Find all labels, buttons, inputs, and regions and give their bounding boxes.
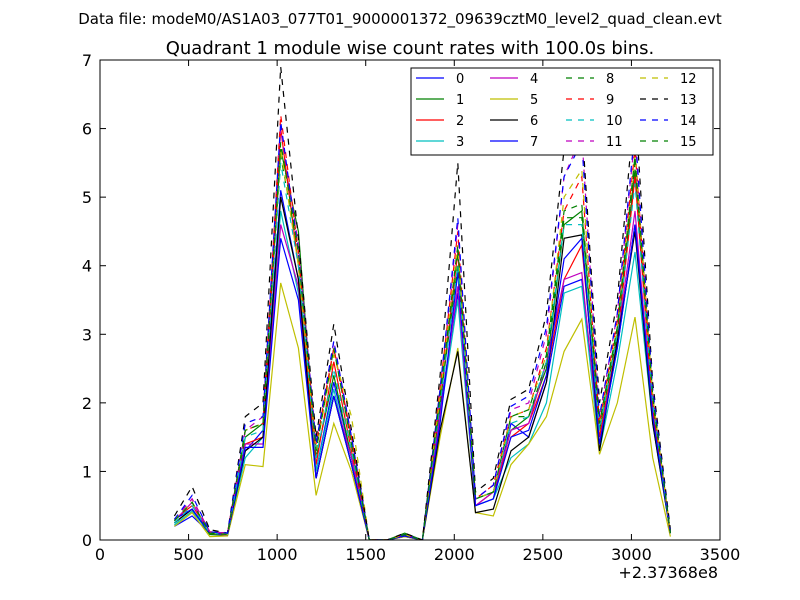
x-tick-label: 1000 [257, 545, 298, 564]
legend-label-10: 10 [606, 114, 623, 129]
x-tick-label: 3500 [700, 545, 741, 564]
x-tick-label: 3000 [611, 545, 652, 564]
legend-label-2: 2 [456, 114, 464, 129]
x-tick-label: 1500 [345, 545, 386, 564]
legend-label-7: 7 [530, 135, 538, 150]
series-line-5 [174, 282, 671, 540]
legend-box [410, 67, 714, 156]
y-tick-label: 2 [82, 394, 92, 413]
axes-frame [99, 59, 721, 541]
series-line-11 [173, 128, 671, 540]
y-tick-label: 5 [82, 188, 92, 207]
x-tick-label: 2500 [522, 545, 563, 564]
y-tick-label: 1 [82, 462, 92, 481]
series-line-2 [174, 128, 671, 540]
legend-label-9: 9 [606, 93, 614, 108]
plot-lines [173, 66, 671, 540]
x-offset-label: +2.37368e8 [618, 563, 718, 582]
chart-title: Quadrant 1 module wise count rates with … [166, 38, 655, 59]
y-tick-label: 6 [82, 120, 92, 139]
series-line-4 [173, 210, 671, 540]
series-line-9 [173, 114, 671, 540]
y-tick-label: 0 [82, 531, 92, 550]
legend-label-0: 0 [456, 72, 464, 87]
legend-label-4: 4 [530, 72, 538, 87]
y-tick-label: 4 [82, 257, 92, 276]
series-line-15 [173, 142, 671, 540]
legend-label-3: 3 [456, 135, 464, 150]
legend-label-12: 12 [680, 72, 697, 87]
series-line-14 [173, 121, 671, 540]
figure-suptitle: Data file: modeM0/AS1A03_077T01_90000013… [78, 10, 722, 29]
legend-label-8: 8 [606, 72, 614, 87]
legend-label-15: 15 [680, 135, 697, 150]
y-tick-label: 7 [82, 51, 92, 70]
x-tick-label: 0 [95, 545, 105, 564]
legend-label-6: 6 [530, 114, 538, 129]
legend-label-13: 13 [680, 93, 697, 108]
legend-label-5: 5 [530, 93, 538, 108]
y-tick-label: 3 [82, 325, 92, 344]
x-tick-label: 2000 [434, 545, 475, 564]
legend-label-1: 1 [456, 93, 464, 108]
series-line-7 [174, 224, 671, 540]
series-line-13 [173, 66, 671, 540]
legend-label-14: 14 [680, 114, 697, 129]
series-line-1 [174, 148, 671, 540]
series-line-10 [173, 162, 671, 540]
series-line-8 [173, 155, 671, 540]
x-tick-label: 500 [173, 545, 204, 564]
legend-label-11: 11 [606, 135, 623, 150]
